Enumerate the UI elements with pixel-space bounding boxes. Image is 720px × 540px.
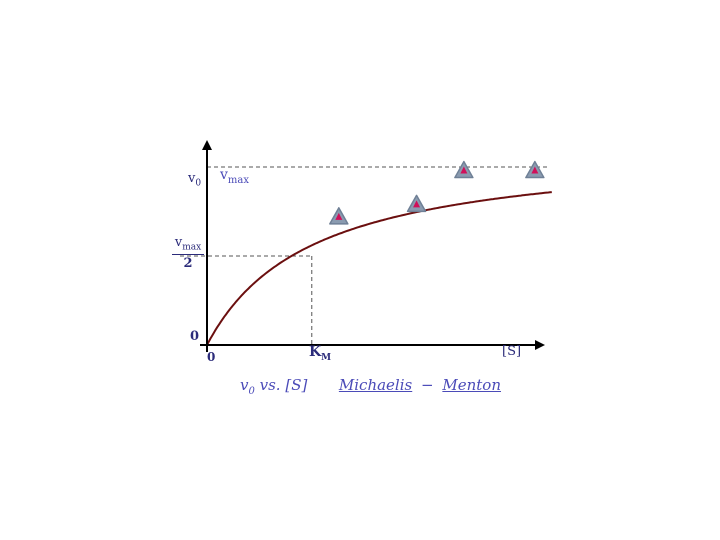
- data-point: [406, 194, 427, 213]
- caption-michaelis: Michaelis: [338, 376, 413, 394]
- half-vmax-label: vmax 2: [172, 235, 204, 271]
- fit-curve: [206, 191, 552, 346]
- caption-v: v: [240, 376, 249, 394]
- reference-lines: [180, 166, 550, 345]
- half-vmax-numerator: vmax: [172, 235, 204, 255]
- km-label: KM: [309, 344, 332, 363]
- caption-vs: vs. [S]: [254, 376, 308, 394]
- data-point: [525, 160, 545, 179]
- data-point: [454, 160, 474, 179]
- data-point: [329, 207, 349, 225]
- caption-sub: 0: [248, 386, 255, 397]
- caption: v0 vs. [S] Michaelis − Menton: [240, 376, 501, 397]
- data-point-dot: [335, 212, 343, 220]
- caption-menton: Menton: [442, 376, 501, 394]
- x-axis-label: [S]: [502, 344, 522, 359]
- x-origin-label: 0: [207, 350, 216, 364]
- vmax-label: vmax: [220, 167, 250, 186]
- x-axis-arrow: [535, 340, 545, 350]
- caption-dash: −: [421, 376, 434, 394]
- y-origin-label: 0: [190, 329, 200, 344]
- y-axis-arrow: [202, 140, 212, 150]
- half-vmax-denominator: 2: [183, 255, 193, 271]
- data-point-dot: [460, 166, 468, 174]
- data-point-dot: [531, 166, 539, 174]
- data-point-dot: [413, 200, 421, 208]
- data-points: [329, 160, 545, 225]
- y-axis-label: v0: [188, 171, 202, 189]
